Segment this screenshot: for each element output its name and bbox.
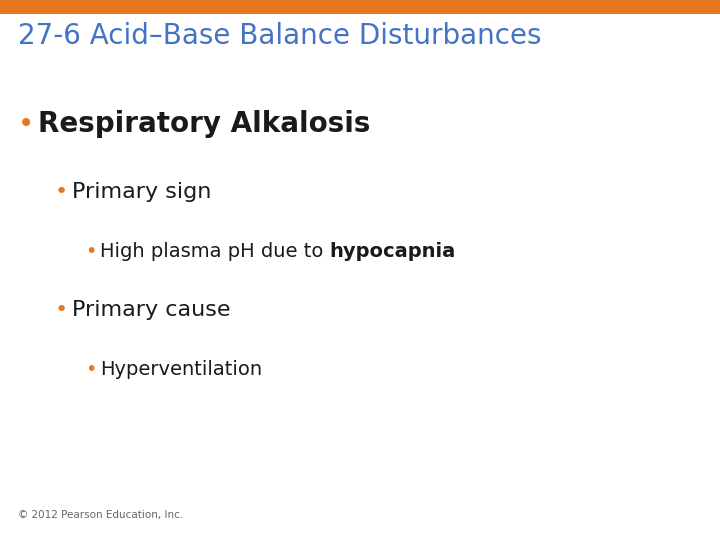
Text: •: • — [55, 182, 68, 202]
Text: Primary sign: Primary sign — [72, 182, 212, 202]
Text: © 2012 Pearson Education, Inc.: © 2012 Pearson Education, Inc. — [18, 510, 184, 520]
Text: •: • — [55, 300, 68, 320]
Text: •: • — [18, 110, 35, 138]
Text: •: • — [85, 242, 96, 261]
Text: High plasma pH due to: High plasma pH due to — [100, 242, 330, 261]
Text: Respiratory Alkalosis: Respiratory Alkalosis — [38, 110, 370, 138]
Text: hypocapnia: hypocapnia — [330, 242, 456, 261]
Text: •: • — [85, 360, 96, 379]
Bar — [0, 0, 720, 14]
Text: Hyperventilation: Hyperventilation — [100, 360, 262, 379]
Text: 27-6 Acid–Base Balance Disturbances: 27-6 Acid–Base Balance Disturbances — [18, 22, 541, 50]
Text: Primary cause: Primary cause — [72, 300, 230, 320]
